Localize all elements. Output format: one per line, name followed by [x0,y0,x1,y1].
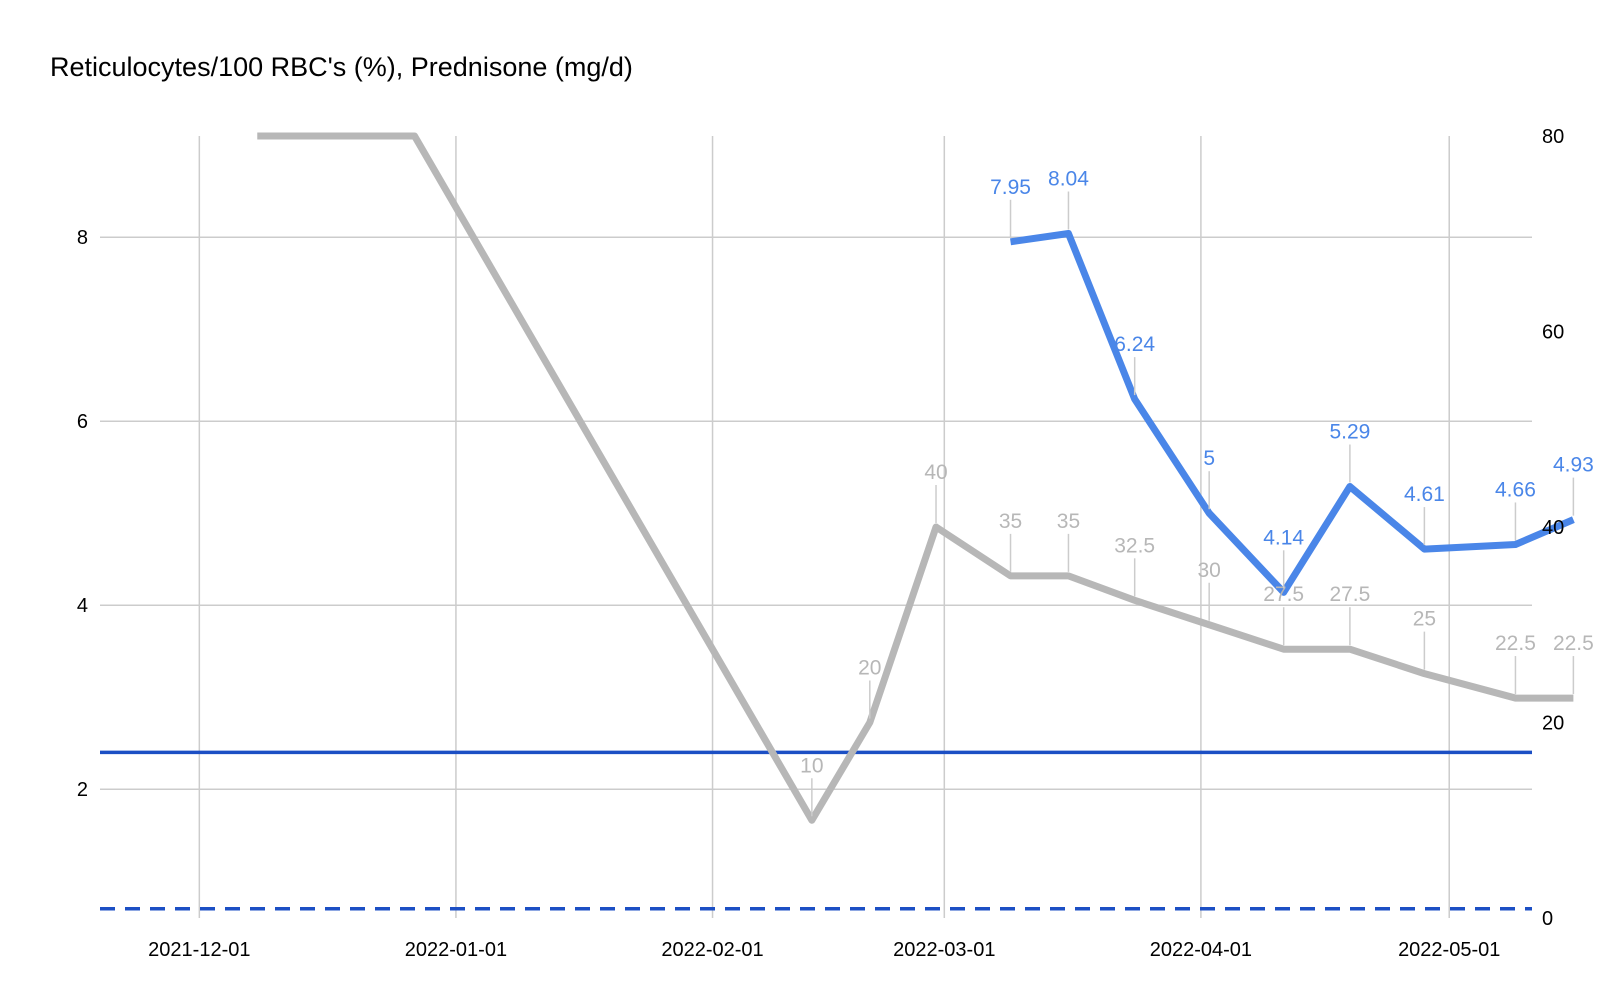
data-label-1-10: 27.5 [1329,583,1370,606]
data-label-0-4: 4.14 [1263,526,1304,549]
data-label-1-8: 30 [1197,559,1220,582]
y-right-tick-label-1: 20 [1542,713,1564,735]
data-label-1-9: 27.5 [1263,583,1304,606]
y-right-tick-label-4: 80 [1542,126,1564,148]
data-label-1-13: 22.5 [1553,632,1594,655]
data-label-0-5: 5.29 [1329,421,1370,444]
data-label-1-2: 10 [800,754,823,777]
reference-lines [100,750,1532,911]
series-line-1 [257,132,1574,824]
x-tick-label-1: 2022-01-01 [405,939,507,961]
y-left-tick-label-2: 6 [77,411,88,433]
data-label-0-2: 6.24 [1114,333,1155,356]
y-left-tick-label-0: 2 [77,779,88,801]
y-left-tick-label-3: 8 [77,227,88,249]
y-left-tick-label-1: 4 [77,595,88,617]
chart-title: Reticulocytes/100 RBC's (%), Prednisone … [50,52,633,82]
data-label-0-8: 4.93 [1553,454,1594,477]
data-label-0-0: 7.95 [990,176,1031,199]
series-layer [257,132,1575,824]
data-label-1-4: 40 [924,461,947,484]
data-labels: 10 20 40 35 35 32.5 30 27.5 27.5 25 22.5 22.5 7.95 8.… [800,168,1594,817]
x-tick-label-3: 2022-03-01 [893,939,995,961]
y-right-tick-label-3: 60 [1542,322,1564,344]
x-tick-label-2: 2022-02-01 [661,939,763,961]
data-label-1-3: 20 [858,657,881,680]
data-label-1-11: 25 [1413,608,1436,631]
data-label-0-6: 4.61 [1404,483,1445,506]
y-right-tick-label-2: 40 [1542,517,1564,539]
x-tick-label-0: 2021-12-01 [148,939,250,961]
grid-layer [100,136,1532,918]
series-line-0 [1010,230,1575,596]
data-label-0-1: 8.04 [1048,168,1089,191]
data-label-1-7: 32.5 [1114,534,1155,557]
axis-labels: 2 4 6 8 2021-12-01 2022-01-01 2022-02-01 2022-0… [77,126,1564,961]
data-label-1-12: 22.5 [1495,632,1536,655]
y-right-tick-label-0: 0 [1542,908,1553,930]
x-tick-label-5: 2022-05-01 [1398,939,1500,961]
data-label-0-7: 4.66 [1495,478,1536,501]
data-label-1-6: 35 [1057,510,1080,533]
data-label-1-5: 35 [999,510,1022,533]
x-tick-label-4: 2022-04-01 [1150,939,1252,961]
data-label-0-3: 5 [1203,447,1215,470]
